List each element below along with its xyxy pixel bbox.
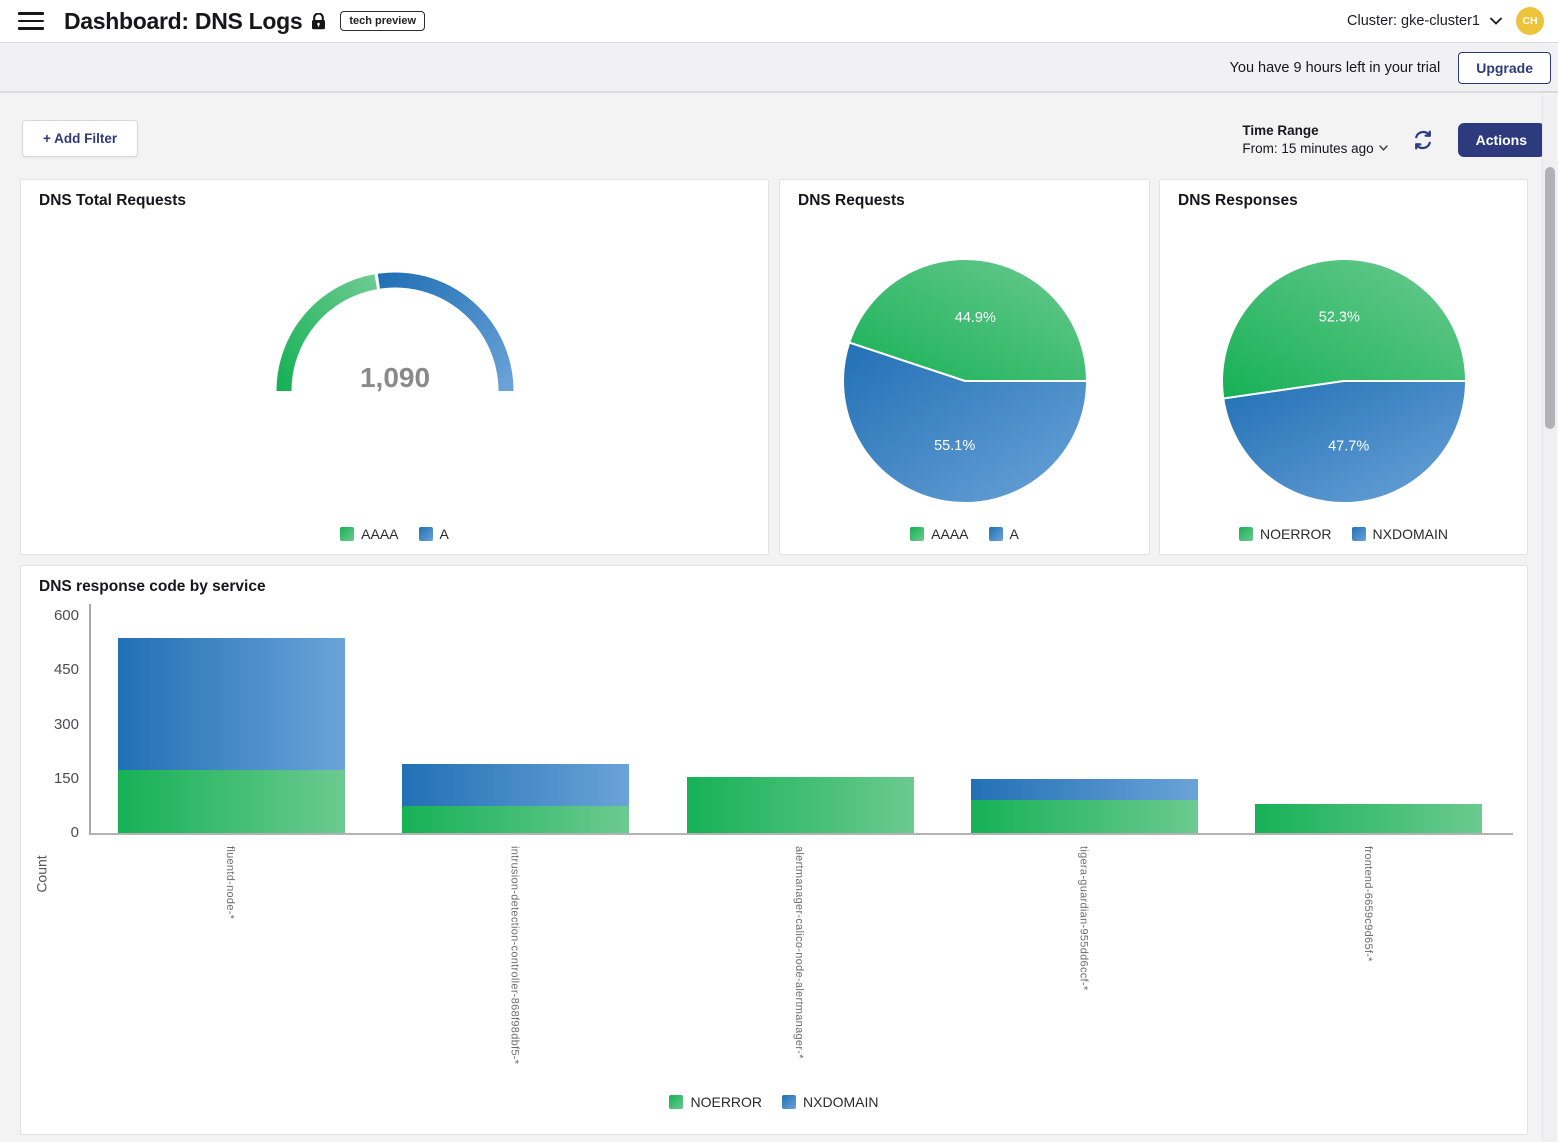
- pie-chart: 52.3% 47.7%: [1215, 252, 1473, 515]
- add-filter-button[interactable]: + Add Filter: [22, 120, 139, 157]
- toolbar-right: Time Range From: 15 minutes ago Actions: [1242, 122, 1545, 157]
- legend-label: NOERROR: [1259, 526, 1332, 542]
- chart-legend: NOERROR NXDOMAIN: [21, 1094, 1527, 1110]
- chart-legend: NOERROR NXDOMAIN: [1160, 526, 1527, 542]
- legend-swatch: [988, 527, 1003, 541]
- bar-segment-noerror[interactable]: [117, 769, 345, 833]
- lock-icon: [311, 12, 326, 30]
- pie-slice-label: 52.3%: [1318, 310, 1359, 326]
- bar-segment-nxdomain[interactable]: [970, 778, 1198, 801]
- legend-label: AAAA: [931, 526, 969, 542]
- page-title: Dashboard: DNS Logs: [64, 7, 303, 34]
- dns-response-code-by-service-card: DNS response code by service 0 150 300 450 6…: [20, 565, 1528, 1135]
- pie-slice-label: 44.9%: [954, 310, 995, 326]
- legend-swatch: [910, 527, 925, 541]
- legend-item-a[interactable]: A: [988, 526, 1019, 542]
- refresh-button[interactable]: [1412, 129, 1434, 151]
- bar-segment-noerror[interactable]: [686, 776, 914, 833]
- chart-legend: AAAA A: [780, 526, 1149, 542]
- dns-responses-card: DNS Responses 52.3% 47.7% NOERROR NXDOMAIN: [1159, 179, 1528, 555]
- legend-label: A: [439, 526, 449, 542]
- cluster-selector[interactable]: Cluster: gke-cluster1: [1347, 13, 1502, 29]
- legend-label: NOERROR: [690, 1094, 763, 1110]
- y-tick-label: 450: [53, 661, 79, 679]
- pie-slice-label: 47.7%: [1328, 438, 1369, 454]
- legend-item-nxdomain[interactable]: NXDOMAIN: [782, 1094, 879, 1110]
- y-tick-label: 0: [70, 824, 79, 841]
- time-range-label: Time Range: [1242, 123, 1319, 138]
- legend-swatch: [1238, 527, 1253, 541]
- card-title: DNS Total Requests: [39, 192, 186, 209]
- actions-button[interactable]: Actions: [1457, 122, 1545, 157]
- x-category-label: intrusion-detection-controller-868f98dbf…: [508, 846, 521, 1065]
- pie-slice-label: 55.1%: [934, 438, 975, 454]
- tech-preview-badge: tech preview: [340, 11, 426, 31]
- pie-slice-NOERROR[interactable]: [1220, 258, 1467, 400]
- time-range-value: From: 15 minutes ago: [1242, 140, 1374, 156]
- y-tick-label: 600: [53, 607, 79, 624]
- gauge-total-value: 1,090: [359, 362, 429, 393]
- legend-swatch: [340, 527, 355, 541]
- pie-chart: 44.9% 55.1%: [836, 252, 1094, 515]
- pie-slice-AAAA[interactable]: [847, 258, 1088, 382]
- scrollbar-thumb[interactable]: [1545, 167, 1555, 429]
- legend-item-nxdomain[interactable]: NXDOMAIN: [1351, 526, 1448, 542]
- card-title: DNS response code by service: [39, 578, 266, 595]
- y-tick-label: 300: [53, 715, 79, 733]
- time-range-selector[interactable]: From: 15 minutes ago: [1242, 140, 1388, 158]
- dns-total-requests-card: DNS Total Requests 1,090 AAAA A: [20, 179, 769, 555]
- scrollbar-track[interactable]: [1542, 95, 1556, 1142]
- dns-requests-card: DNS Requests 44.9% 55.1% AAAA A: [779, 179, 1150, 555]
- x-axis-line: [89, 833, 1513, 835]
- card-title: DNS Requests: [798, 192, 905, 209]
- legend-label: NXDOMAIN: [803, 1094, 879, 1110]
- legend-item-aaaa[interactable]: AAAA: [910, 526, 969, 542]
- upgrade-button[interactable]: Upgrade: [1458, 51, 1551, 84]
- legend-label: NXDOMAIN: [1372, 526, 1448, 542]
- legend-label: AAAA: [361, 526, 399, 542]
- x-category-label: frontend-6659c9d65f-*: [1361, 846, 1374, 962]
- y-axis-line: [89, 604, 91, 834]
- legend-swatch: [669, 1095, 684, 1109]
- bar-segment-noerror[interactable]: [402, 805, 630, 833]
- bar-segment-nxdomain[interactable]: [117, 637, 345, 770]
- refresh-icon: [1414, 130, 1431, 150]
- gauge-segment-AAAA[interactable]: [276, 274, 377, 392]
- avatar[interactable]: CH: [1516, 7, 1544, 35]
- legend-swatch: [1351, 527, 1366, 541]
- cluster-selector-label: Cluster: gke-cluster1: [1347, 13, 1480, 29]
- legend-item-noerror[interactable]: NOERROR: [1238, 526, 1332, 542]
- pie-slice-A[interactable]: [841, 341, 1088, 504]
- legend-item-noerror[interactable]: NOERROR: [669, 1094, 762, 1110]
- bar-chart: 0 150 300 450 600 Count fluentd-node-* intrusio…: [21, 566, 1527, 1134]
- y-axis-title: Count: [33, 855, 50, 893]
- chevron-down-icon: [1378, 145, 1388, 152]
- app-header: Dashboard: DNS Logs tech preview Cluster…: [0, 0, 1558, 43]
- gauge-segment-A[interactable]: [377, 272, 513, 392]
- legend-item-aaaa[interactable]: AAAA: [340, 526, 399, 542]
- menu-icon[interactable]: [18, 12, 44, 30]
- chevron-down-icon: [1490, 17, 1502, 25]
- trial-message: You have 9 hours left in your trial: [1229, 59, 1441, 76]
- time-range: Time Range From: 15 minutes ago: [1242, 122, 1388, 158]
- bar-segment-nxdomain[interactable]: [402, 764, 630, 806]
- pie-slice-NXDOMAIN[interactable]: [1221, 380, 1467, 505]
- x-category-label: fluentd-node-*: [224, 846, 237, 920]
- bar-segment-noerror[interactable]: [1255, 804, 1483, 833]
- trial-banner: You have 9 hours left in your trial Upgr…: [0, 44, 1558, 93]
- gauge-chart: 1,090: [265, 264, 525, 411]
- chart-legend: AAAA A: [21, 526, 768, 542]
- x-category-label: alertmanager-calico-node-alertmanager-*: [793, 846, 805, 1059]
- x-category-label: tigera-guardian-955dd6ccf-*: [1077, 846, 1090, 991]
- y-tick-label: 150: [53, 769, 79, 787]
- legend-item-a[interactable]: A: [418, 526, 449, 542]
- card-title: DNS Responses: [1178, 192, 1298, 209]
- bar-segment-noerror[interactable]: [970, 800, 1198, 833]
- legend-label: A: [1009, 526, 1019, 542]
- legend-swatch: [418, 527, 433, 541]
- legend-swatch: [782, 1095, 797, 1109]
